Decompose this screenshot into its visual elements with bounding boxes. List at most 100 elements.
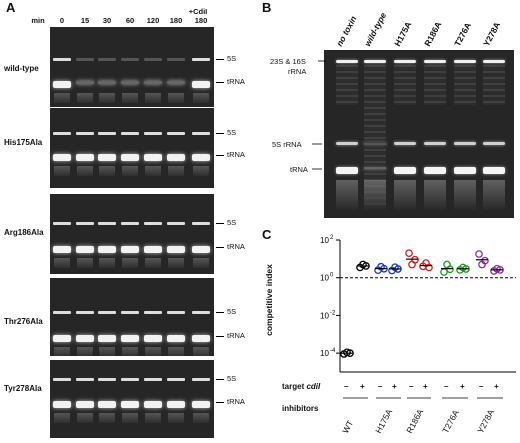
- gel-band-trna: [192, 81, 210, 88]
- sign-label: +: [494, 382, 499, 391]
- timepoint-label: 180: [169, 16, 183, 25]
- sign-label: +: [423, 382, 428, 391]
- gel-band-trna: [121, 335, 139, 342]
- b-label-5s-rrna: 5S rRNA: [272, 140, 302, 149]
- gel-smear: [77, 93, 93, 103]
- gel-band-5s: [98, 222, 116, 225]
- gel-smear: [77, 258, 93, 268]
- gel-band-5s: [144, 132, 162, 135]
- lane-smear: [364, 65, 386, 205]
- y-tick-exp: -4: [330, 348, 336, 354]
- gel-smear: [168, 93, 184, 103]
- gel-band-5s: [144, 58, 162, 61]
- band-label: tRNA: [227, 397, 245, 406]
- cdii-label: +CdiI: [188, 7, 208, 16]
- gel-smear: [122, 258, 138, 268]
- gel-band-5s: [121, 311, 139, 314]
- band-label: 5S: [227, 128, 237, 137]
- sign-label: +: [460, 382, 465, 391]
- gel-smear: [168, 258, 184, 268]
- lane-lower-smear: [424, 180, 446, 210]
- gel-band-5s: [76, 58, 94, 61]
- gel-band-trna: [53, 401, 71, 408]
- gel-band-5s: [53, 311, 71, 314]
- gel-band-5s: [121, 222, 139, 225]
- data-point: [425, 263, 433, 272]
- sign-label: +: [360, 382, 365, 391]
- 5s-band: [483, 142, 505, 145]
- sign-label: –: [479, 382, 484, 391]
- data-point: [446, 265, 454, 274]
- band-label: 5S: [227, 307, 237, 316]
- b-label-rrna: rRNA: [288, 67, 307, 76]
- gel-band-trna: [192, 335, 210, 342]
- rrna-band: [483, 60, 505, 63]
- band-label: tRNA: [227, 150, 245, 159]
- 5s-band: [336, 142, 358, 145]
- trna-band: [424, 167, 446, 174]
- band-tick: [216, 223, 224, 224]
- rrna-band: [364, 60, 386, 63]
- gel-band-5s: [167, 132, 185, 135]
- rrna-band: [336, 60, 358, 63]
- gel-band-5s: [144, 378, 162, 381]
- gel-smear: [99, 413, 115, 423]
- b-label-trna: tRNA: [290, 165, 308, 174]
- sign-label: –: [444, 382, 449, 391]
- y-tick-label: 10: [320, 274, 329, 283]
- gel-smear: [193, 347, 209, 356]
- gel-2: [50, 194, 214, 274]
- min-label: min: [31, 16, 45, 25]
- gel-band-5s: [121, 58, 139, 61]
- target-gene: cdiI: [306, 382, 321, 391]
- gel-smear: [99, 93, 115, 103]
- gel-band-trna: [192, 401, 210, 408]
- gel-smear: [193, 258, 209, 268]
- 5s-band: [424, 142, 446, 145]
- gel-smear: [145, 166, 161, 176]
- gel-band-5s: [167, 311, 185, 314]
- band-tick: [216, 155, 224, 156]
- gel-band-5s: [121, 378, 139, 381]
- band-label: tRNA: [227, 242, 245, 251]
- gel-name: His175Ala: [4, 138, 43, 147]
- gel-3: [50, 278, 214, 356]
- data-point: [405, 249, 413, 258]
- y-tick-exp: 2: [330, 235, 334, 241]
- gel-smear: [193, 413, 209, 423]
- gel-smear: [99, 258, 115, 268]
- gel-band-5s: [98, 378, 116, 381]
- gel-band-5s: [53, 58, 71, 61]
- gel-smear: [99, 347, 115, 356]
- band-tick: [216, 402, 224, 403]
- timepoint-label: 120: [146, 16, 160, 25]
- gel-band-trna: [144, 154, 162, 161]
- gel-band-5s: [53, 132, 71, 135]
- gel-smear: [99, 166, 115, 176]
- gel-band-trna: [167, 335, 185, 342]
- gel-band-trna: [76, 401, 94, 408]
- gel-band-trna: [167, 401, 185, 408]
- gel-band-trna: [192, 246, 210, 253]
- gel-band-trna: [53, 246, 71, 253]
- gel-smear: [122, 93, 138, 103]
- gel-band-5s: [144, 222, 162, 225]
- gel-band-trna: [167, 154, 185, 161]
- band-tick: [216, 133, 224, 134]
- trna-band: [454, 167, 476, 174]
- gel-4: [50, 360, 214, 438]
- gel-band-trna: [53, 81, 71, 88]
- rrna-band: [394, 60, 416, 63]
- data-point: [475, 250, 483, 258]
- trna-band: [394, 167, 416, 174]
- gel-band-trna: [121, 154, 139, 161]
- rrna-band: [424, 60, 446, 63]
- gel-band-trna: [53, 154, 71, 161]
- gel-smear: [54, 166, 70, 176]
- 5s-band: [454, 142, 476, 145]
- target-label: target cdiI: [282, 382, 321, 391]
- gel-name: wild-type: [4, 64, 39, 73]
- gel-band-5s: [192, 378, 210, 381]
- trna-band: [483, 167, 505, 174]
- gel-name: Arg186Ala: [4, 228, 44, 237]
